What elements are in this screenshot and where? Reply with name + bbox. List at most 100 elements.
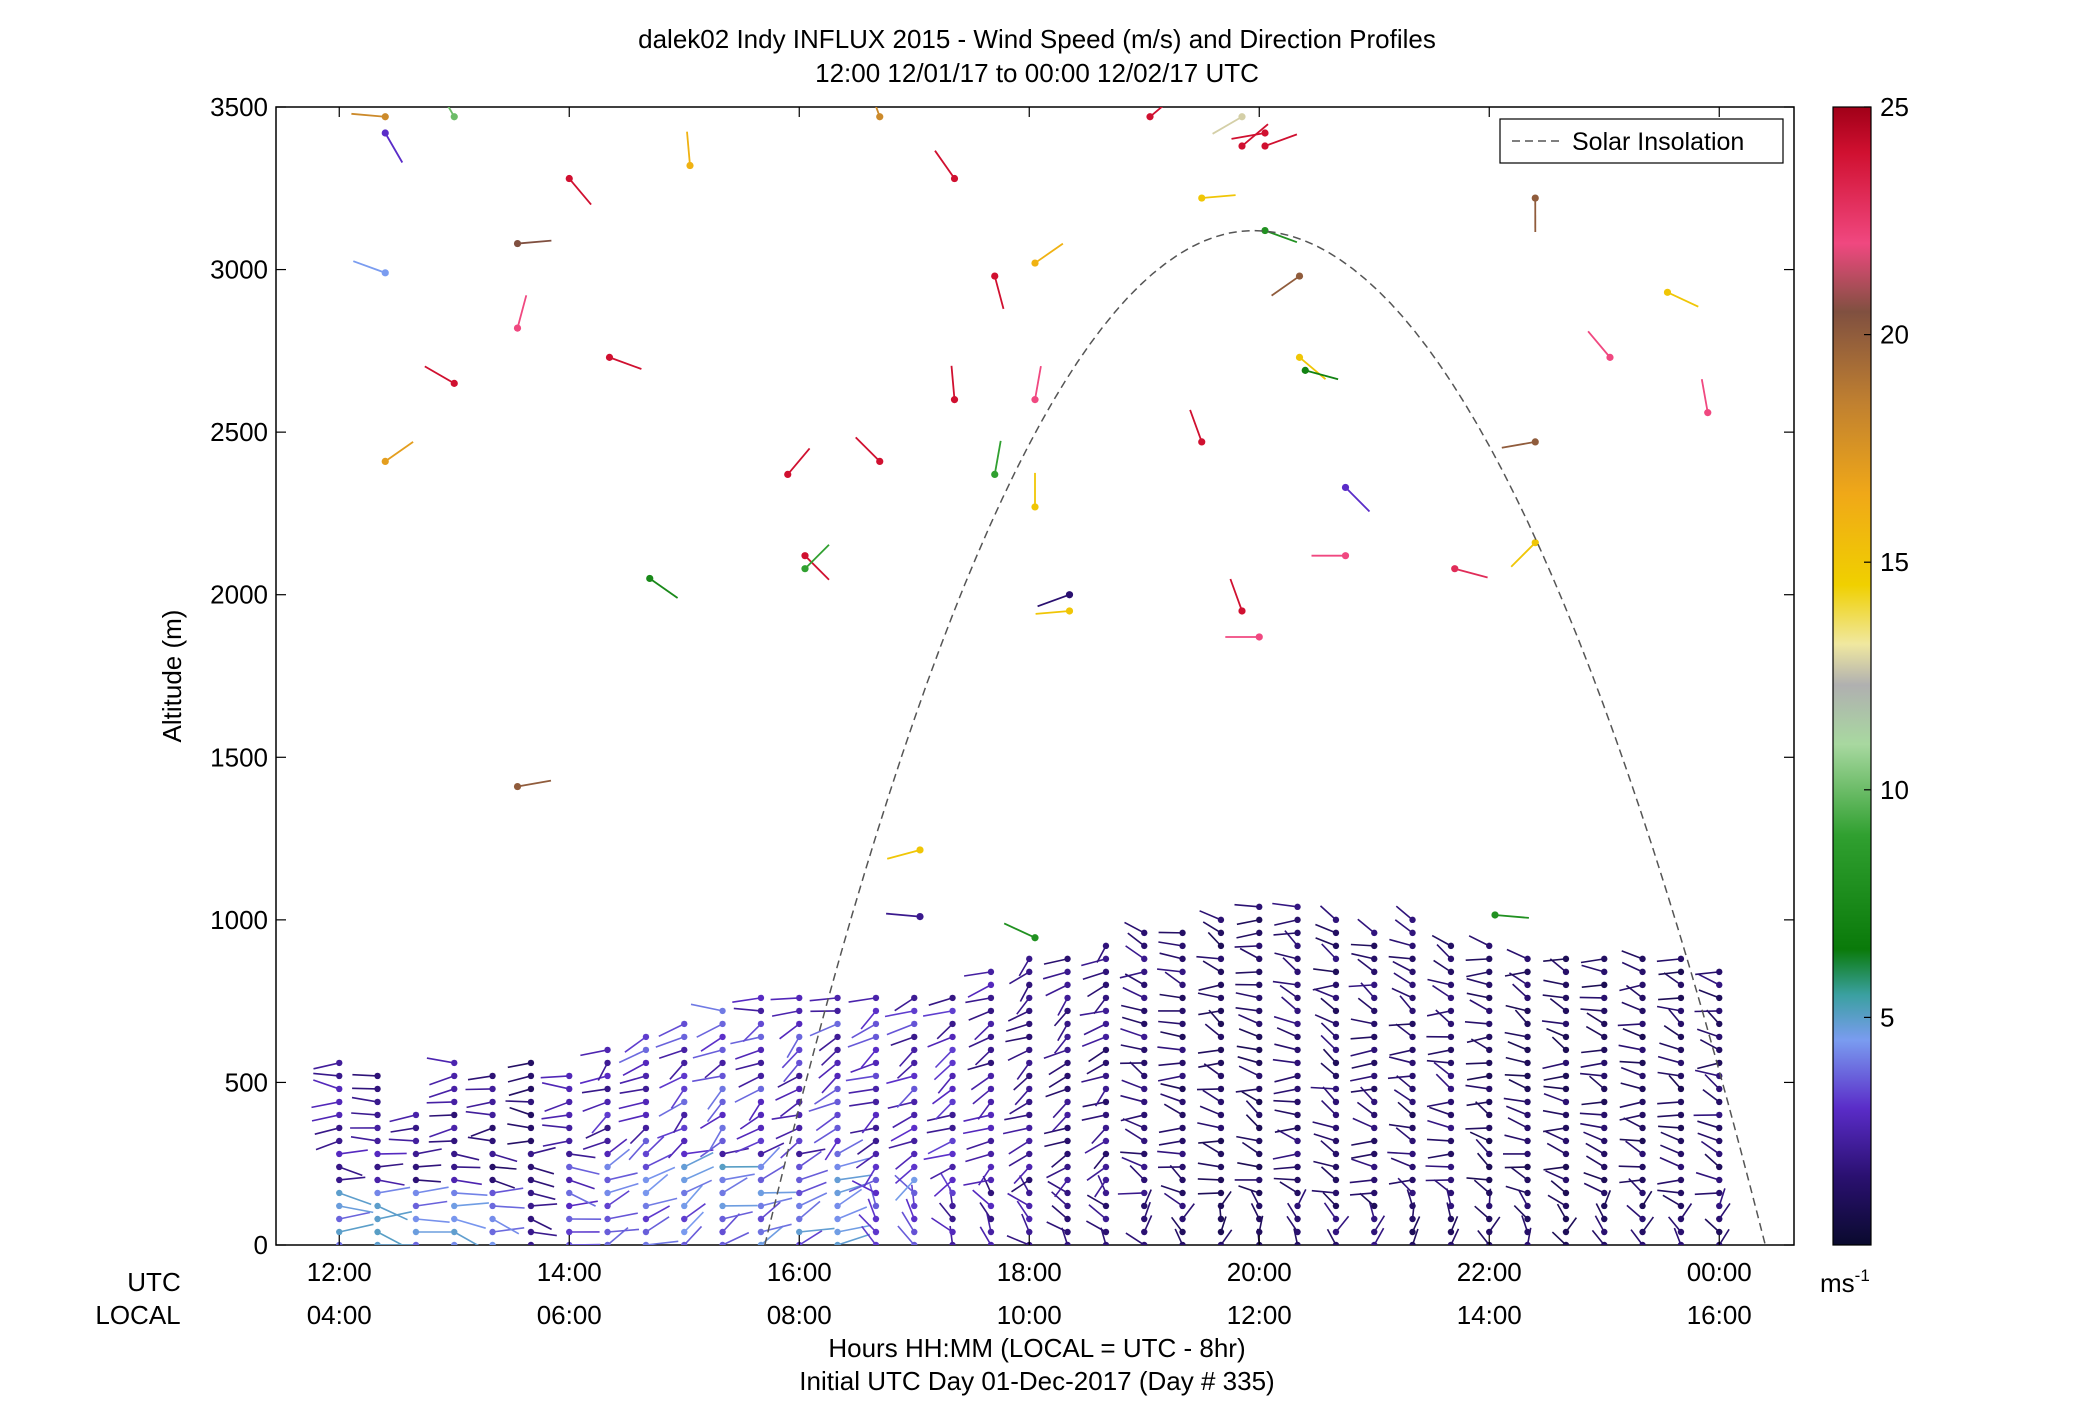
wind-point	[604, 1241, 611, 1245]
wind-point	[1677, 1189, 1685, 1197]
wind-vector	[1016, 997, 1030, 1015]
wind-point	[1026, 1150, 1033, 1158]
x-axis-label: Hours HH:MM (LOCAL = UTC - 8hr)	[828, 1333, 1245, 1363]
wind-vector	[931, 1217, 953, 1233]
wind-point	[1294, 929, 1301, 937]
wind-point	[1217, 1137, 1225, 1145]
x-tick-label-local: 16:00	[1687, 1300, 1752, 1330]
wind-vector	[1618, 1044, 1643, 1051]
wind-point	[796, 1059, 803, 1067]
wind-point	[1179, 968, 1186, 976]
wind-vector	[1473, 1179, 1490, 1194]
wind-vector	[934, 150, 956, 180]
wind-vector	[777, 1075, 800, 1088]
wind-point	[604, 1098, 611, 1106]
wind-point	[834, 994, 841, 1002]
wind-point	[1371, 1046, 1378, 1054]
wind-vector	[1466, 971, 1490, 978]
y-tick-label: 500	[225, 1067, 268, 1097]
wind-point	[834, 1111, 841, 1119]
wind-point	[566, 1072, 573, 1080]
wind-point	[566, 1228, 573, 1236]
wind-point	[987, 1007, 995, 1015]
wind-vector	[649, 577, 679, 599]
wind-point	[1102, 942, 1110, 950]
wind-vector	[1048, 1062, 1068, 1076]
wind-vector	[507, 1140, 532, 1145]
wind-vector	[1619, 1138, 1643, 1142]
wind-point	[1371, 1111, 1378, 1119]
wind-vector	[1698, 973, 1720, 986]
wind-point	[796, 1228, 803, 1236]
wind-point	[796, 1046, 803, 1054]
wind-vector	[683, 1166, 715, 1181]
wind-vector	[377, 1231, 404, 1245]
wind-vector	[377, 1210, 413, 1220]
wind-point	[1639, 1046, 1646, 1054]
wind-vector	[1660, 1144, 1682, 1155]
wind-vector	[569, 1200, 598, 1207]
wind-point	[719, 1215, 726, 1223]
wind-vector	[722, 1231, 750, 1245]
x-tick-label-local: 04:00	[307, 1300, 372, 1330]
wind-point	[1486, 1059, 1493, 1067]
wind-point	[1141, 942, 1148, 950]
wind-vector	[1272, 1153, 1298, 1160]
wind-point	[1562, 1085, 1570, 1093]
wind-point	[604, 1176, 611, 1184]
wind-vector	[1543, 979, 1567, 986]
wind-point	[1716, 1228, 1723, 1236]
wind-vector	[887, 1101, 915, 1109]
wind-point	[949, 1072, 956, 1080]
wind-point	[1179, 1241, 1186, 1245]
wind-vector	[622, 1062, 647, 1077]
wind-point	[1371, 981, 1378, 989]
wind-point	[527, 1228, 535, 1236]
wind-point	[1704, 409, 1712, 417]
wind-vector	[1350, 1036, 1375, 1040]
wind-point	[1447, 1228, 1455, 1236]
wind-vector	[699, 1114, 723, 1129]
wind-point	[336, 1189, 343, 1197]
wind-point	[489, 1215, 496, 1223]
wind-vector	[1282, 957, 1299, 973]
wind-vector	[424, 365, 455, 385]
wind-vector	[1018, 1175, 1030, 1194]
wind-point	[1026, 1098, 1033, 1106]
wind-vector	[1157, 1046, 1183, 1051]
wind-point	[1677, 994, 1685, 1002]
wind-point	[527, 1150, 535, 1158]
wind-vector	[1313, 988, 1337, 999]
wind-point	[1141, 981, 1148, 989]
wind-vector	[607, 1228, 640, 1233]
wind-vector	[1314, 1014, 1337, 1025]
wind-vector	[350, 1136, 378, 1142]
wind-vector	[389, 1114, 417, 1123]
wind-point	[1409, 1033, 1416, 1041]
wind-vector	[1081, 1075, 1107, 1083]
wind-point	[489, 1098, 496, 1106]
wind-point	[1639, 1241, 1646, 1245]
x-tick-label-utc: 18:00	[997, 1257, 1062, 1287]
wind-vector	[1698, 989, 1720, 999]
wind-profile	[730, 994, 796, 1245]
wind-vector	[837, 1157, 870, 1168]
wind-vector	[892, 1114, 915, 1129]
wind-vector	[1432, 984, 1452, 999]
wind-point	[1102, 1033, 1110, 1041]
wind-vector	[735, 1140, 762, 1154]
utc-row-label: UTC	[127, 1267, 180, 1297]
wind-point	[1716, 1124, 1723, 1132]
wind-point	[987, 1072, 995, 1080]
wind-vector	[429, 1075, 455, 1086]
wind-vector	[1658, 971, 1682, 976]
wind-point	[719, 1124, 726, 1132]
wind-vector	[352, 1087, 378, 1090]
wind-point	[1102, 1085, 1110, 1093]
wind-vector	[1350, 943, 1375, 947]
wind-vector	[779, 1101, 800, 1118]
wind-profile	[1348, 918, 1386, 1245]
wind-point	[1256, 916, 1263, 924]
wind-point	[796, 1215, 803, 1223]
wind-point	[1146, 113, 1154, 121]
